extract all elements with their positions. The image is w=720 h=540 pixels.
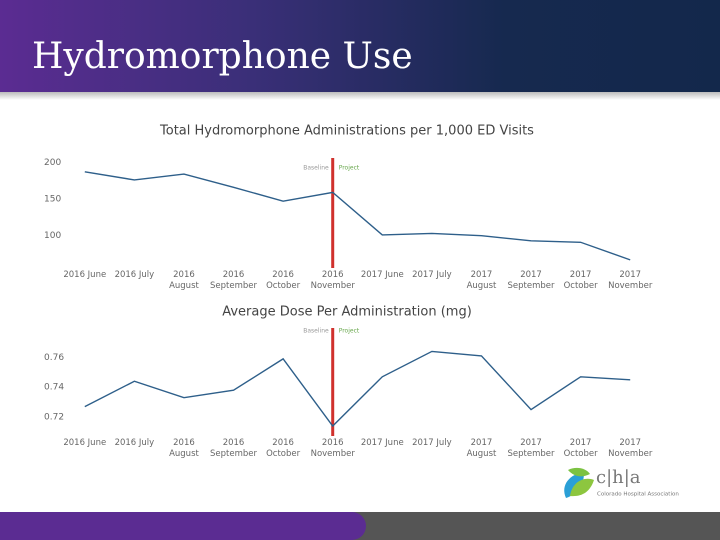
- x-tick-label: 2017 October: [563, 438, 598, 459]
- x-tick-label: 2016 October: [266, 438, 301, 459]
- x-tick-label: 2017 September: [507, 270, 555, 291]
- x-tick-label: 2017 October: [563, 270, 598, 291]
- x-tick-label: 2017 July: [412, 438, 452, 448]
- chart-title: Average Dose Per Administration (mg): [222, 305, 472, 320]
- annotation: Baseline: [303, 328, 329, 335]
- x-tick-label: 2017 June: [360, 438, 404, 448]
- y-tick-label: 100: [44, 231, 61, 241]
- x-tick-label: 2016 September: [210, 270, 258, 291]
- x-tick-label: 2016 October: [266, 270, 301, 291]
- logo: c|h|a Colorado Hospital Association: [564, 467, 679, 498]
- y-tick-label: 0.76: [44, 353, 64, 363]
- y-tick-label: 0.72: [44, 413, 64, 423]
- x-tick-label: 2016 July: [114, 270, 155, 280]
- x-tick-label: 2016 November: [310, 438, 355, 459]
- logo-name: Colorado Hospital Association: [597, 492, 679, 498]
- x-tick-label: 2017 July: [412, 270, 452, 280]
- slide-title: Hydromorphone Use: [32, 36, 413, 77]
- chart-title: Total Hydromorphone Administrations per …: [159, 124, 534, 139]
- annotation: Project: [339, 165, 360, 172]
- y-tick-label: 0.74: [44, 383, 64, 393]
- x-tick-label: 2016 June: [63, 270, 107, 280]
- x-tick-label: 2017 November: [608, 438, 653, 459]
- y-tick-label: 200: [44, 158, 61, 168]
- logo-mark: c|h|a: [596, 467, 641, 488]
- x-tick-label: 2017 August: [466, 438, 497, 459]
- title-bar: [0, 0, 720, 92]
- footer-bar: [0, 512, 366, 540]
- x-tick-label: 2016 September: [210, 438, 258, 459]
- x-tick-label: 2017 September: [507, 438, 555, 459]
- shadow: [0, 92, 720, 100]
- annotation: Project: [339, 328, 360, 335]
- x-tick-label: 2016 July: [114, 438, 155, 448]
- x-tick-label: 2016 November: [310, 270, 355, 291]
- x-tick-label: 2016 June: [63, 438, 107, 448]
- footer-bar: [352, 512, 720, 540]
- x-tick-label: 2017 November: [608, 270, 653, 291]
- x-tick-label: 2016 August: [169, 438, 199, 459]
- y-tick-label: 150: [44, 195, 61, 205]
- line: [84, 350, 631, 428]
- annotation: Baseline: [303, 165, 329, 172]
- x-tick-label: 2016 August: [169, 270, 199, 291]
- x-tick-label: 2017 August: [466, 270, 497, 291]
- line: [84, 171, 631, 261]
- x-tick-label: 2017 June: [360, 270, 404, 280]
